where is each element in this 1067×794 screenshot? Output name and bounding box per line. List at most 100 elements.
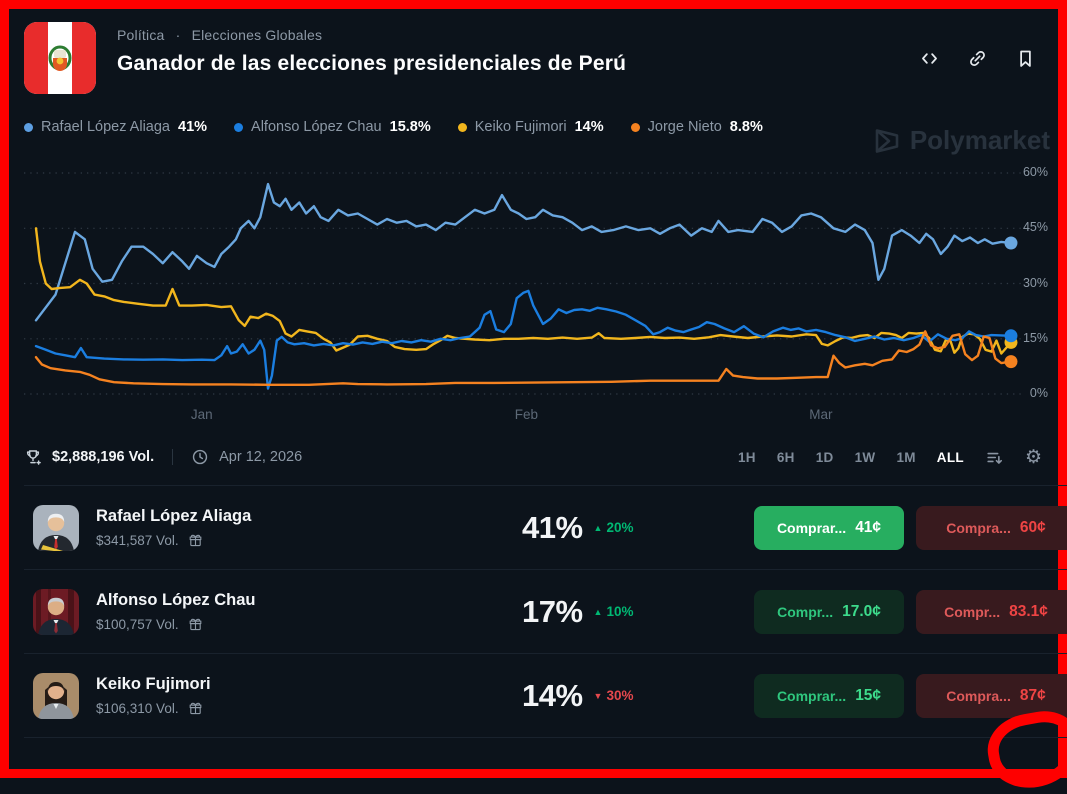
buy-no-label: Compr...: [944, 603, 1001, 620]
buy-yes-label: Comprar...: [776, 519, 847, 536]
legend-item-jorge[interactable]: Jorge Nieto 8.8%: [630, 119, 763, 135]
outcome-change: ▲ 10%: [594, 604, 634, 619]
buy-yes-price: 41¢: [855, 518, 882, 536]
buy-yes-button[interactable]: Comprar... 15¢: [754, 673, 904, 718]
settings-gear-icon[interactable]: ⚙: [1024, 446, 1042, 468]
outcome-volume: $100,757 Vol.: [96, 617, 179, 632]
buy-no-price: 83.1¢: [1009, 602, 1048, 620]
legend-value: 14%: [574, 119, 604, 135]
change-value: 30%: [606, 688, 634, 703]
rewards-gift-icon[interactable]: [188, 533, 203, 548]
header-actions: [919, 48, 1058, 69]
legend-dot: [24, 122, 33, 132]
breadcrumb-separator: ·: [175, 27, 181, 43]
legend-dot: [234, 122, 244, 132]
buy-no-price: 87¢: [1019, 686, 1046, 704]
embed-code-icon[interactable]: [919, 48, 940, 69]
price-chart-svg[interactable]: [24, 151, 1034, 403]
breadcrumb-subcategory[interactable]: Elecciones Globales: [191, 27, 323, 43]
x-axis-tick: Feb: [514, 407, 539, 422]
outcome-percent: 14%: [522, 677, 583, 713]
bookmark-icon[interactable]: [1015, 48, 1036, 69]
buy-no-button[interactable]: Compr... 83.1¢: [916, 589, 1067, 634]
buy-yes-label: Compr...: [777, 603, 834, 620]
buy-no-label: Compra...: [946, 519, 1011, 536]
peru-flag-icon: [24, 22, 96, 94]
outcome-percent: 41%: [522, 509, 583, 545]
outcome-avatar: [33, 504, 79, 551]
stats-toolbar: $2,888,196 Vol. Apr 12, 2026 1H 6H 1D 1W…: [24, 437, 1058, 477]
range-1d[interactable]: 1D: [815, 449, 834, 465]
buy-yes-button[interactable]: Comprar... 41¢: [754, 505, 904, 550]
trophy-icon[interactable]: [24, 448, 42, 466]
outcome-percent: 17%: [522, 593, 583, 629]
outcome-row[interactable]: Alfonso López Chau $100,757 Vol. 17% ▲ 1…: [24, 570, 1067, 654]
outcome-avatar: [33, 672, 79, 719]
copy-link-icon[interactable]: [967, 48, 988, 69]
change-value: 20%: [606, 520, 634, 535]
change-arrow-icon: ▲: [593, 522, 603, 533]
rewards-gift-icon[interactable]: [188, 617, 203, 632]
outcome-avatar: [33, 588, 79, 635]
market-header: Política · Elecciones Globales Ganador d…: [24, 22, 1058, 94]
breadcrumb-category[interactable]: Política: [117, 27, 165, 43]
buy-yes-price: 15¢: [855, 686, 882, 704]
legend-value: 41%: [178, 119, 208, 135]
range-1w[interactable]: 1W: [854, 449, 876, 465]
legend-label: Alfonso López Chau: [251, 119, 382, 135]
legend-label: Jorge Nieto: [647, 119, 722, 135]
price-chart[interactable]: 0% 15% 30% 45% 60%: [24, 151, 1058, 403]
change-arrow-icon: ▲: [593, 606, 603, 617]
x-axis-tick: Mar: [809, 407, 833, 422]
y-axis-tick: 30%: [1022, 275, 1048, 290]
legend-item-alfonso[interactable]: Alfonso López Chau 15.8%: [234, 119, 431, 135]
stats-right: 1H 6H 1D 1W 1M ALL ⚙: [738, 448, 1042, 467]
legend-item-rafael[interactable]: Rafael López Aliaga 41%: [24, 119, 207, 135]
y-axis-tick: 15%: [1022, 330, 1048, 345]
market-page: Política · Elecciones Globales Ganador d…: [9, 9, 1067, 769]
range-all[interactable]: ALL: [936, 449, 964, 465]
change-arrow-icon: ▼: [593, 690, 603, 701]
buy-no-button[interactable]: Compra... 60¢: [916, 505, 1067, 550]
buy-no-price: 60¢: [1019, 518, 1046, 536]
range-1h[interactable]: 1H: [738, 449, 756, 465]
range-1m[interactable]: 1M: [896, 449, 916, 465]
legend-value: 15.8%: [389, 119, 431, 135]
outcome-info: Keiko Fujimori $106,310 Vol.: [33, 672, 522, 719]
change-value: 10%: [606, 604, 634, 619]
outcome-row[interactable]: Keiko Fujimori $106,310 Vol. 14% ▼ 30% C…: [24, 654, 1067, 738]
outcome-name: Alfonso López Chau: [96, 591, 256, 609]
legend-label: Keiko Fujimori: [474, 119, 567, 135]
clock-icon: [191, 448, 209, 466]
range-6h[interactable]: 6H: [776, 449, 795, 465]
chart-x-axis: Jan Feb Mar: [24, 403, 1058, 429]
outcome-volume: $106,310 Vol.: [96, 701, 179, 716]
trades-list-icon[interactable]: [985, 448, 1004, 467]
stats-left: $2,888,196 Vol. Apr 12, 2026: [24, 448, 302, 466]
outcome-name: Rafael López Aliaga: [96, 507, 252, 525]
outcome-info: Alfonso López Chau $100,757 Vol.: [33, 588, 522, 635]
outcome-change: ▼ 30%: [594, 688, 634, 703]
y-axis-tick: 60%: [1022, 165, 1048, 179]
legend-dot: [457, 122, 467, 132]
legend-value: 8.8%: [729, 119, 763, 135]
market-volume: $2,888,196 Vol.: [52, 449, 155, 465]
legend-label: Rafael López Aliaga: [41, 119, 170, 135]
divider: [172, 449, 174, 465]
chart-legend: Rafael López Aliaga 41% Alfonso López Ch…: [24, 119, 1058, 135]
buy-no-button[interactable]: Compra... 87¢: [916, 673, 1067, 718]
buy-yes-button[interactable]: Compr... 17.0¢: [754, 589, 904, 634]
outcome-name: Keiko Fujimori: [96, 675, 211, 693]
x-axis-tick: Jan: [190, 407, 213, 422]
page-title: Ganador de las elecciones presidenciales…: [117, 52, 627, 75]
buy-yes-price: 17.0¢: [842, 602, 881, 620]
outcome-row[interactable]: Rafael López Aliaga $341,587 Vol. 41% ▲ …: [24, 486, 1067, 570]
legend-item-keiko[interactable]: Keiko Fujimori 14%: [457, 119, 604, 135]
y-axis-tick: 0%: [1029, 386, 1048, 400]
market-end-date: Apr 12, 2026: [219, 449, 303, 465]
rewards-gift-icon[interactable]: [188, 701, 203, 716]
buy-yes-label: Comprar...: [776, 687, 847, 704]
buy-no-label: Compra...: [946, 687, 1011, 704]
y-axis-tick: 45%: [1022, 220, 1048, 235]
outcomes-list: Rafael López Aliaga $341,587 Vol. 41% ▲ …: [24, 485, 1067, 738]
